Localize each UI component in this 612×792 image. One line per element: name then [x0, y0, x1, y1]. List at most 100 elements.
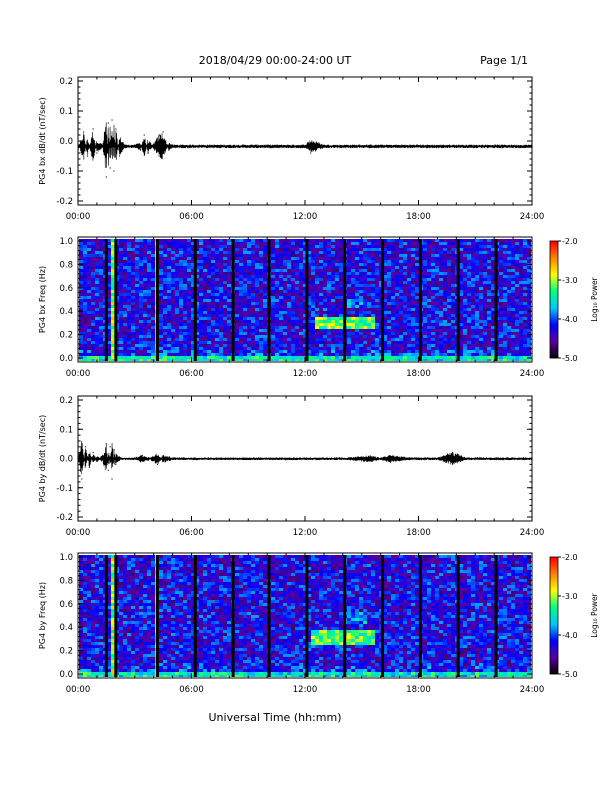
spectrogram-cell	[251, 341, 255, 344]
spectrogram-cell	[499, 242, 503, 245]
spectrogram-cell	[307, 317, 311, 320]
spectrogram-cell	[507, 272, 511, 275]
spectrogram-cell	[403, 245, 407, 248]
spectrogram-cell	[507, 293, 511, 296]
spectrogram-cell	[387, 251, 391, 254]
spectrogram-cell	[427, 353, 431, 356]
spectrogram-cell	[259, 263, 263, 266]
spectrogram-cell	[463, 359, 467, 361]
spectrogram-cell	[315, 263, 319, 266]
spectrogram-cell	[475, 308, 479, 311]
spectrogram-cell	[303, 302, 307, 305]
spectrogram-cell	[211, 335, 215, 338]
spectrogram-cell	[139, 272, 143, 275]
spectrogram-cell	[431, 293, 435, 296]
spectrogram-cell	[523, 308, 527, 311]
spectrogram-cell	[87, 248, 91, 251]
spectrogram-cell	[355, 353, 359, 356]
spectrogram-cell	[167, 287, 171, 290]
spectrogram-cell	[107, 278, 111, 281]
data-gap-bar	[305, 239, 309, 361]
spectrogram-cell	[139, 269, 143, 272]
spectrogram-cell	[203, 281, 207, 284]
spectrogram-cell	[163, 359, 167, 361]
spectrogram-cell	[295, 296, 299, 299]
spectrogram-cell	[523, 239, 527, 242]
spectrogram-cell	[327, 275, 331, 278]
spectrogram-cell	[467, 347, 471, 350]
spectrogram-cell	[507, 248, 511, 251]
spectrogram-cell	[347, 353, 351, 356]
spectrogram-cell	[319, 254, 323, 257]
spectrogram-cell	[315, 320, 319, 323]
spectrogram-cell	[123, 275, 127, 278]
spectrogram-cell	[423, 278, 427, 281]
spectrogram-cell	[519, 254, 523, 257]
spectrogram-cell	[83, 359, 87, 361]
spectrogram-cell	[239, 302, 243, 305]
spectrogram-cell	[143, 308, 147, 311]
spectrogram-cell	[327, 299, 331, 302]
spectrogram-cell	[523, 278, 527, 281]
spectrogram-cell	[411, 260, 415, 263]
spectrogram-cell	[423, 359, 427, 361]
spectrogram-cell	[195, 260, 199, 263]
spectrogram-cell	[403, 257, 407, 260]
spectrogram-cell	[243, 251, 247, 254]
spectrogram-cell	[111, 269, 115, 272]
spectrogram-cell	[183, 302, 187, 305]
spectrogram-cell	[187, 278, 191, 281]
spectrogram-cell	[219, 350, 223, 353]
spectrogram-cell	[479, 320, 483, 323]
spectrogram-cell	[283, 308, 287, 311]
spectrogram-cell	[79, 305, 83, 308]
spectrogram-cell	[295, 317, 299, 320]
spectrogram-cell	[527, 296, 531, 299]
spectrogram-cell	[179, 335, 183, 338]
spectrogram-cell	[203, 317, 207, 320]
spectrogram-cell	[255, 239, 259, 242]
spectrogram-cell	[163, 305, 167, 308]
spectrogram-cell	[95, 299, 99, 302]
spectrogram-cell	[223, 287, 227, 290]
spectrogram-cell	[331, 302, 335, 305]
spectrogram-cell	[515, 302, 519, 305]
spectrogram-cell	[203, 272, 207, 275]
spectrogram-cell	[403, 308, 407, 311]
colorbar-step	[550, 356, 558, 359]
spectrogram-cell	[235, 284, 239, 287]
spectrogram-cell	[235, 338, 239, 341]
spectrogram-cell	[451, 320, 455, 323]
spectrogram-cell	[383, 263, 387, 266]
spectrogram-cell	[483, 269, 487, 272]
spectrogram-cell	[479, 323, 483, 326]
spectrogram-cell	[191, 248, 195, 251]
spectrogram-cell	[443, 305, 447, 308]
spectrogram-cell	[219, 275, 223, 278]
spectrogram-cell	[451, 305, 455, 308]
spectrogram-cell	[135, 251, 139, 254]
spectrogram-cell	[503, 335, 507, 338]
spectrogram-cell	[515, 347, 519, 350]
spectrogram-cell	[87, 341, 91, 344]
spectrogram-cell	[391, 254, 395, 257]
spectrogram-cell	[443, 266, 447, 269]
spectrogram-cell	[299, 317, 303, 320]
spectrogram-cell	[319, 239, 323, 242]
spectrogram-cell	[99, 245, 103, 248]
spectrogram-cell	[483, 260, 487, 263]
spectrogram-cell	[179, 266, 183, 269]
spectrogram-cell	[379, 323, 383, 326]
spectrogram-cell	[171, 332, 175, 335]
spectrogram-cell	[215, 281, 219, 284]
spectrogram-cell	[259, 326, 263, 329]
spectrogram-cell	[503, 275, 507, 278]
spectrogram-cell	[287, 326, 291, 329]
spectrogram-cell	[99, 326, 103, 329]
spectrogram-cell	[291, 305, 295, 308]
spectrogram-cell	[95, 293, 99, 296]
spectrogram-cell	[375, 293, 379, 296]
spectrogram-cell	[355, 251, 359, 254]
spectrogram-cell	[287, 251, 291, 254]
spectrogram-cell	[131, 269, 135, 272]
